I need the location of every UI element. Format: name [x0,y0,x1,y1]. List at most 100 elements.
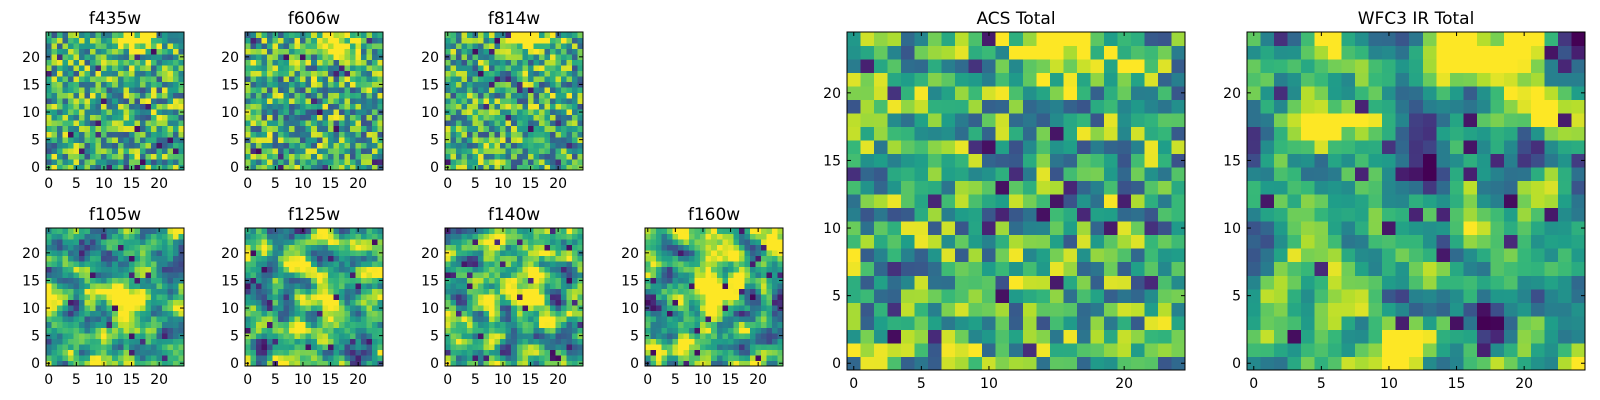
heatmap-cell [311,125,318,132]
heatmap-cell [456,48,462,55]
heatmap-cell [467,125,473,132]
heatmap-cell [349,343,356,350]
x-tick-label: 0 [243,176,252,192]
heatmap-cell [145,327,152,334]
heatmap-cell [522,294,529,301]
heatmap-cell [995,356,1010,371]
x-tick-label: 10 [95,372,113,388]
heatmap-cell [928,302,943,317]
heatmap-cell [1090,180,1105,195]
heatmap-cell [566,354,573,361]
heatmap-cell [267,343,273,350]
heatmap-cell [483,164,490,171]
heatmap-cell [84,349,91,356]
heatmap-cell [289,131,296,138]
heatmap-cell [46,43,52,49]
heatmap-cell [571,349,578,356]
heatmap-cell [300,59,307,66]
heatmap-cell [700,354,707,361]
heatmap-cell [311,244,318,251]
heatmap-cell [272,332,279,339]
heatmap-cell [538,288,545,295]
heatmap-cell [245,158,251,165]
heatmap-cell [267,87,273,94]
heatmap-cell [555,277,562,284]
heatmap-cell [112,343,119,350]
heatmap-cell [123,228,130,234]
heatmap-cell [46,316,52,323]
heatmap-cell [51,76,58,83]
heatmap-cell [117,59,124,66]
heatmap-cell [650,272,657,279]
heatmap-cell [261,114,268,121]
heatmap-cell [489,43,496,49]
heatmap-cell [744,272,751,279]
heatmap-cell [267,32,273,38]
heatmap-cell [150,349,157,356]
heatmap-cell [705,272,712,279]
heatmap-cell [467,283,473,290]
heatmap-cell [472,48,479,55]
heatmap-cell [538,125,545,132]
heatmap-cell [283,354,290,361]
heatmap-cell [450,37,457,44]
heatmap-cell [95,343,102,350]
heatmap-cell [500,120,507,127]
heatmap-cell [1117,342,1132,357]
heatmap-cell [272,136,279,143]
heatmap-cell [733,244,740,251]
heatmap-cell [771,244,778,251]
heatmap-cell [505,131,512,138]
heatmap-cell [522,244,529,251]
heatmap-cell [511,125,518,132]
heatmap-cell [445,92,451,99]
heatmap-cell [661,321,668,328]
heatmap-cell [478,239,485,245]
heatmap-cell [450,87,457,94]
heatmap-cell [371,349,378,356]
heatmap-cell [123,283,130,290]
heatmap-cell [300,277,307,284]
heatmap-cell [250,153,257,160]
heatmap-cell [511,158,518,165]
heatmap-cell [51,360,58,367]
heatmap-cell [672,244,679,251]
heatmap-cell [261,37,268,44]
heatmap-cell [161,228,168,234]
heatmap-cell [161,349,168,356]
heatmap-cell [711,310,718,317]
heatmap-cell [57,153,63,160]
heatmap-cell [90,338,97,345]
heatmap-cell [1130,342,1145,357]
heatmap-cell [887,329,902,344]
heatmap-cell [172,266,179,273]
heatmap-cell [733,305,740,312]
heatmap-cell [167,59,174,66]
heatmap-cell [445,266,451,273]
x-tick-label: 20 [549,372,567,388]
heatmap-cell [445,114,451,121]
heatmap-cell [327,136,334,143]
heatmap-cell [522,261,529,268]
heatmap-cell [333,114,340,121]
heatmap-cell [256,48,262,55]
heatmap-cell [134,294,141,301]
heatmap-cell [360,261,367,268]
heatmap-cell [461,332,468,339]
heatmap-cell [68,92,74,99]
heatmap-cell [278,120,285,127]
heatmap-cell [139,321,146,328]
heatmap-cell [489,103,496,110]
heatmap-cell [161,338,168,345]
heatmap-cell [566,164,573,171]
heatmap-cell [771,354,778,361]
heatmap-cell [538,120,545,127]
heatmap-cell [311,54,318,60]
heatmap-cell [84,65,91,72]
heatmap-cell [560,327,567,334]
heatmap-cell [300,153,307,160]
heatmap-cell [645,343,651,350]
y-tick-label: 5 [230,329,239,345]
heatmap-cell [84,120,91,127]
heatmap-cell [360,321,367,328]
